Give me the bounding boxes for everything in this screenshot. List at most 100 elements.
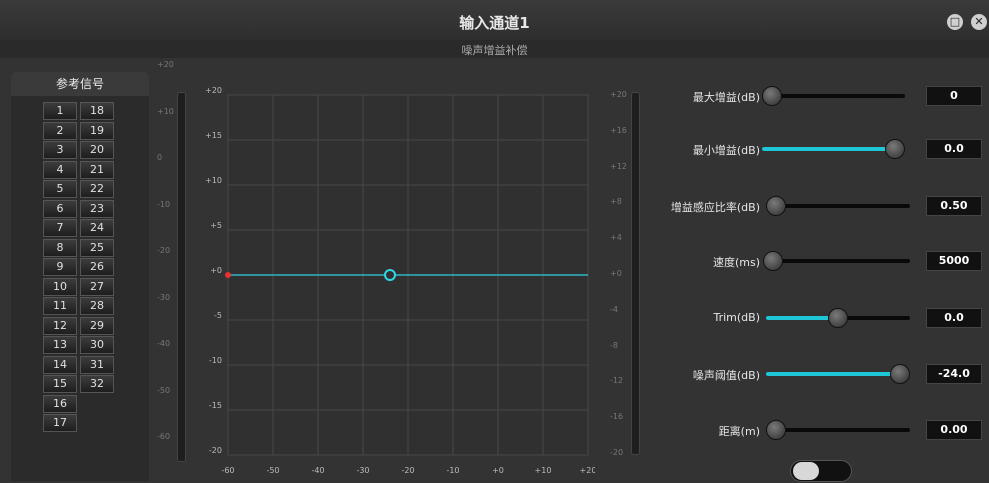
reference-channel-7-button[interactable]: 7 [43,219,77,237]
reference-channel-4-button[interactable]: 4 [43,160,77,179]
close-icon: ✕ [974,15,984,28]
chart-x-tick-label: -50 [266,466,279,475]
reference-channel-9-button[interactable]: 9 [43,258,77,276]
output-meter-tick: +4 [610,233,622,243]
reference-channel-11-button[interactable]: 11 [43,297,77,315]
chart-x-tick-label: +20 [580,466,595,475]
param-slider-knob[interactable] [762,86,782,106]
reference-channel-8-button[interactable]: 8 [43,238,77,257]
reference-channel-19-button[interactable]: 19 [80,121,114,140]
param-value-field[interactable]: 0.50 [926,196,982,216]
output-meter-tick: +8 [610,197,622,207]
chart-y-tick-label: +15 [205,131,222,140]
reference-channel-15-button[interactable]: 15 [43,375,77,393]
param-label: Trim(dB) [713,311,760,324]
param-slider-knob[interactable] [766,196,786,216]
reference-channel-30-button[interactable]: 30 [80,336,114,354]
reference-channel-13-button[interactable]: 13 [43,336,77,354]
param-label: 最大增益(dB) [692,91,760,104]
enable-toggle[interactable] [790,460,852,482]
param-value-field[interactable]: 0 [926,86,982,106]
chart-x-tick-label: -60 [221,466,234,475]
input-meter-tick: -50 [157,385,171,395]
reference-channel-6-button[interactable]: 6 [43,199,77,218]
title-bar: 输入通道1 □ ✕ [0,0,989,40]
dialog-subtitle: 噪声增益补偿 [461,44,528,57]
reference-channel-5-button[interactable]: 5 [43,180,77,198]
chart-y-tick-label: +0 [210,266,222,275]
reference-channel-27-button[interactable]: 27 [80,277,114,296]
reference-channel-2-button[interactable]: 2 [43,121,77,140]
param-slider-fill [762,147,905,151]
reference-channel-32-button[interactable]: 32 [80,375,114,393]
reference-channel-12-button[interactable]: 12 [43,316,77,335]
reference-signal-title: 参考信号 [11,72,149,96]
output-meter-tick: -12 [610,376,624,386]
curve-threshold-handle[interactable] [384,269,396,281]
param-slider-knob[interactable] [828,308,848,328]
param-slider-fill [766,316,838,320]
reference-channel-3-button[interactable]: 3 [43,141,77,159]
input-meter-tick: -10 [157,199,171,209]
param-slider-track[interactable] [766,204,910,208]
param-value-field[interactable]: 0.0 [926,139,982,159]
reference-channel-23-button[interactable]: 23 [80,199,114,218]
param-slider-knob[interactable] [766,420,786,440]
param-label: 增益感应比率(dB) [670,201,760,214]
input-level-meter [177,92,186,462]
close-button[interactable]: ✕ [971,14,987,30]
input-meter-tick: +20 [157,60,174,69]
chart-y-tick-label: -10 [209,356,222,365]
reference-channel-14-button[interactable]: 14 [43,355,77,374]
reference-channel-28-button[interactable]: 28 [80,297,114,315]
param-slider-track[interactable] [766,259,910,263]
input-meter-tick: -30 [157,292,171,302]
output-meter-tick: -20 [610,448,624,457]
reference-channel-16-button[interactable]: 16 [43,394,77,413]
param-value-field[interactable]: 5000 [926,251,982,271]
output-meter-tick: -4 [610,304,618,314]
reference-channel-26-button[interactable]: 26 [80,258,114,276]
output-meter-tick: +20 [610,90,627,99]
reference-channel-31-button[interactable]: 31 [80,355,114,374]
output-meter-tick: -8 [610,340,618,350]
reference-channel-25-button[interactable]: 25 [80,238,114,257]
input-meter-tick: -40 [157,339,171,348]
param-slider-knob[interactable] [763,251,783,271]
param-slider-fill [766,372,910,376]
gain-curve-chart[interactable]: -60 -50 -40 -30 -20 -10 +0 +10 +20 +20 +15 +10 +5 +0 -… [190,80,595,480]
input-meter-tick: 0 [157,153,163,162]
chart-x-tick-label: -10 [446,466,459,475]
param-value-field[interactable]: 0.00 [926,420,982,440]
reference-channel-20-button[interactable]: 20 [80,141,114,159]
param-value-field[interactable]: 0.0 [926,308,982,328]
param-value-field[interactable]: -24.0 [926,364,982,384]
input-meter-tick: -60 [157,432,171,441]
param-label: 距离(m) [718,425,760,438]
chart-x-tick-label: +0 [492,466,504,475]
param-label: 速度(ms) [712,256,760,269]
toggle-knob [793,462,819,480]
reference-channel-17-button[interactable]: 17 [43,414,77,432]
chart-x-tick-label: -40 [311,466,324,475]
param-slider-track[interactable] [766,428,910,432]
reference-channel-1-button[interactable]: 1 [43,102,77,120]
chart-x-tick-label: -30 [356,466,369,475]
reference-channel-21-button[interactable]: 21 [80,160,114,179]
chart-y-tick-label: +5 [210,221,222,230]
reference-channel-22-button[interactable]: 22 [80,180,114,198]
maximize-button[interactable]: □ [947,14,963,30]
chart-y-tick-label: -15 [209,401,222,410]
reference-channel-29-button[interactable]: 29 [80,316,114,335]
param-slider-knob[interactable] [890,364,910,384]
output-level-meter [631,92,640,455]
reference-channel-10-button[interactable]: 10 [43,277,77,296]
input-meter-tick: +10 [157,106,174,116]
reference-channel-24-button[interactable]: 24 [80,219,114,237]
maximize-icon: □ [949,15,961,28]
output-meter-tick: +16 [610,125,627,135]
param-slider-knob[interactable] [885,139,905,159]
reference-channel-18-button[interactable]: 18 [80,102,114,120]
param-slider-track[interactable] [762,94,905,98]
chart-y-tick-label: +20 [205,86,222,95]
